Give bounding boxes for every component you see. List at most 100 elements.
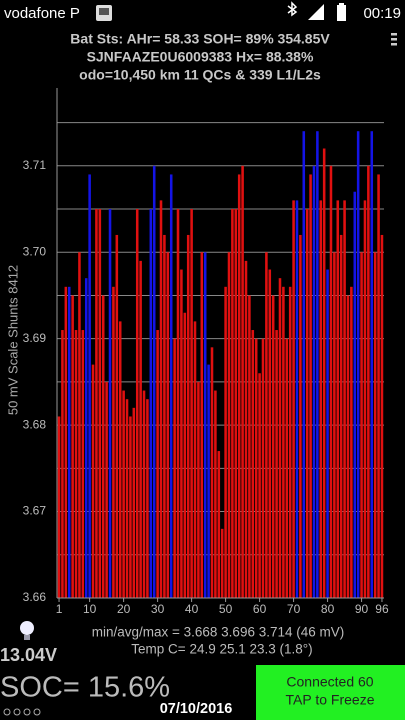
- bar: [98, 209, 102, 598]
- bar: [305, 209, 309, 598]
- bar: [207, 364, 210, 598]
- bar: [316, 131, 319, 598]
- bar: [159, 200, 163, 599]
- bulb-icon: [20, 621, 34, 640]
- bar: [118, 321, 122, 598]
- bar: [125, 399, 129, 598]
- menu-dot[interactable]: [391, 38, 397, 41]
- bar: [190, 209, 193, 598]
- bar: [67, 286, 71, 598]
- bar: [370, 131, 374, 598]
- bar: [57, 416, 61, 598]
- bar: [295, 200, 299, 599]
- bar: [91, 364, 95, 598]
- bar: [241, 165, 244, 598]
- x-tick-label: 80: [321, 602, 335, 616]
- bar: [237, 174, 241, 598]
- bar: [95, 209, 98, 598]
- button-text[interactable]: Connected 60: [286, 674, 373, 690]
- bar: [193, 321, 197, 598]
- voltage-text: 13.04V: [0, 645, 57, 665]
- page-dots: [3, 708, 41, 716]
- signal-icon: [308, 4, 324, 20]
- bar: [329, 165, 333, 598]
- dot: [3, 708, 11, 716]
- bar: [282, 286, 285, 598]
- menu-dot[interactable]: [391, 33, 397, 36]
- bar: [363, 200, 367, 599]
- y-tick-label: 3.70: [23, 244, 47, 258]
- bar: [166, 252, 170, 598]
- x-tick-label: 70: [287, 602, 301, 616]
- bar: [292, 200, 295, 599]
- bar: [122, 390, 125, 598]
- bar: [309, 174, 312, 598]
- bar: [186, 234, 190, 598]
- bar: [373, 252, 377, 598]
- bar: [220, 528, 224, 598]
- bar: [81, 330, 85, 598]
- bar: [173, 338, 176, 598]
- bar: [299, 234, 302, 598]
- bar: [336, 200, 340, 599]
- bar: [346, 295, 350, 598]
- bar: [156, 330, 159, 598]
- bar: [227, 252, 231, 598]
- freeze-button[interactable]: Connected 60 TAP to Freeze: [256, 665, 405, 720]
- bar: [180, 269, 183, 598]
- bar: [258, 373, 261, 598]
- clock: 00:19: [363, 5, 401, 22]
- bar: [146, 399, 149, 598]
- bar: [234, 209, 238, 598]
- bar: [64, 286, 68, 598]
- bar: [377, 174, 380, 598]
- bar: [197, 381, 200, 598]
- bar: [112, 286, 115, 598]
- bar: [108, 209, 112, 598]
- y-tick-label: 3.66: [23, 590, 47, 604]
- bulb-base: [24, 635, 30, 640]
- button-text[interactable]: TAP to Freeze: [286, 692, 375, 708]
- y-axis-label: 50 mV Scale Shunts 8412: [5, 265, 20, 415]
- chart[interactable]: 3.66 3.67 3.68 3.69 3.70 3.71 1 10 20 30 40 50 60 70 8…: [23, 88, 389, 616]
- bar: [360, 252, 363, 598]
- x-tick-label: 20: [117, 602, 131, 616]
- bar: [169, 174, 173, 598]
- y-tick-label: 3.67: [23, 504, 47, 518]
- button-bg[interactable]: [256, 665, 405, 720]
- bar: [319, 200, 323, 599]
- bar: [217, 451, 221, 598]
- bar: [231, 209, 234, 598]
- bar: [326, 269, 329, 598]
- notification-icon-inner: [99, 8, 109, 15]
- x-tick-label: 90: [355, 602, 369, 616]
- menu-dot[interactable]: [391, 43, 397, 46]
- x-tick-label: 50: [219, 602, 233, 616]
- bar: [200, 252, 204, 598]
- bar: [210, 347, 214, 598]
- menu-button[interactable]: [391, 33, 397, 46]
- bar: [288, 286, 292, 598]
- bar: [152, 165, 156, 598]
- bar: [350, 286, 353, 598]
- bar: [322, 148, 326, 598]
- soc-text: SOC= 15.6%: [0, 672, 170, 704]
- bar: [343, 200, 346, 599]
- y-tick-label: 3.69: [23, 331, 47, 345]
- temp-text: Temp C= 24.9 25.1 23.3 (1.8°): [131, 642, 312, 657]
- bar: [71, 295, 74, 598]
- bar: [129, 416, 132, 598]
- x-tick-label: 40: [185, 602, 199, 616]
- bar: [271, 295, 275, 598]
- bar: [142, 390, 146, 598]
- bar: [132, 407, 136, 598]
- header-line: odo=10,450 km 11 QCs & 339 L1/L2s: [79, 67, 321, 83]
- bar: [139, 260, 142, 598]
- bar: [224, 286, 227, 598]
- bluetooth-icon: [287, 1, 298, 17]
- bar: [149, 209, 153, 598]
- bar: [105, 381, 108, 598]
- x-tick-label: 30: [151, 602, 165, 616]
- bar: [78, 252, 81, 598]
